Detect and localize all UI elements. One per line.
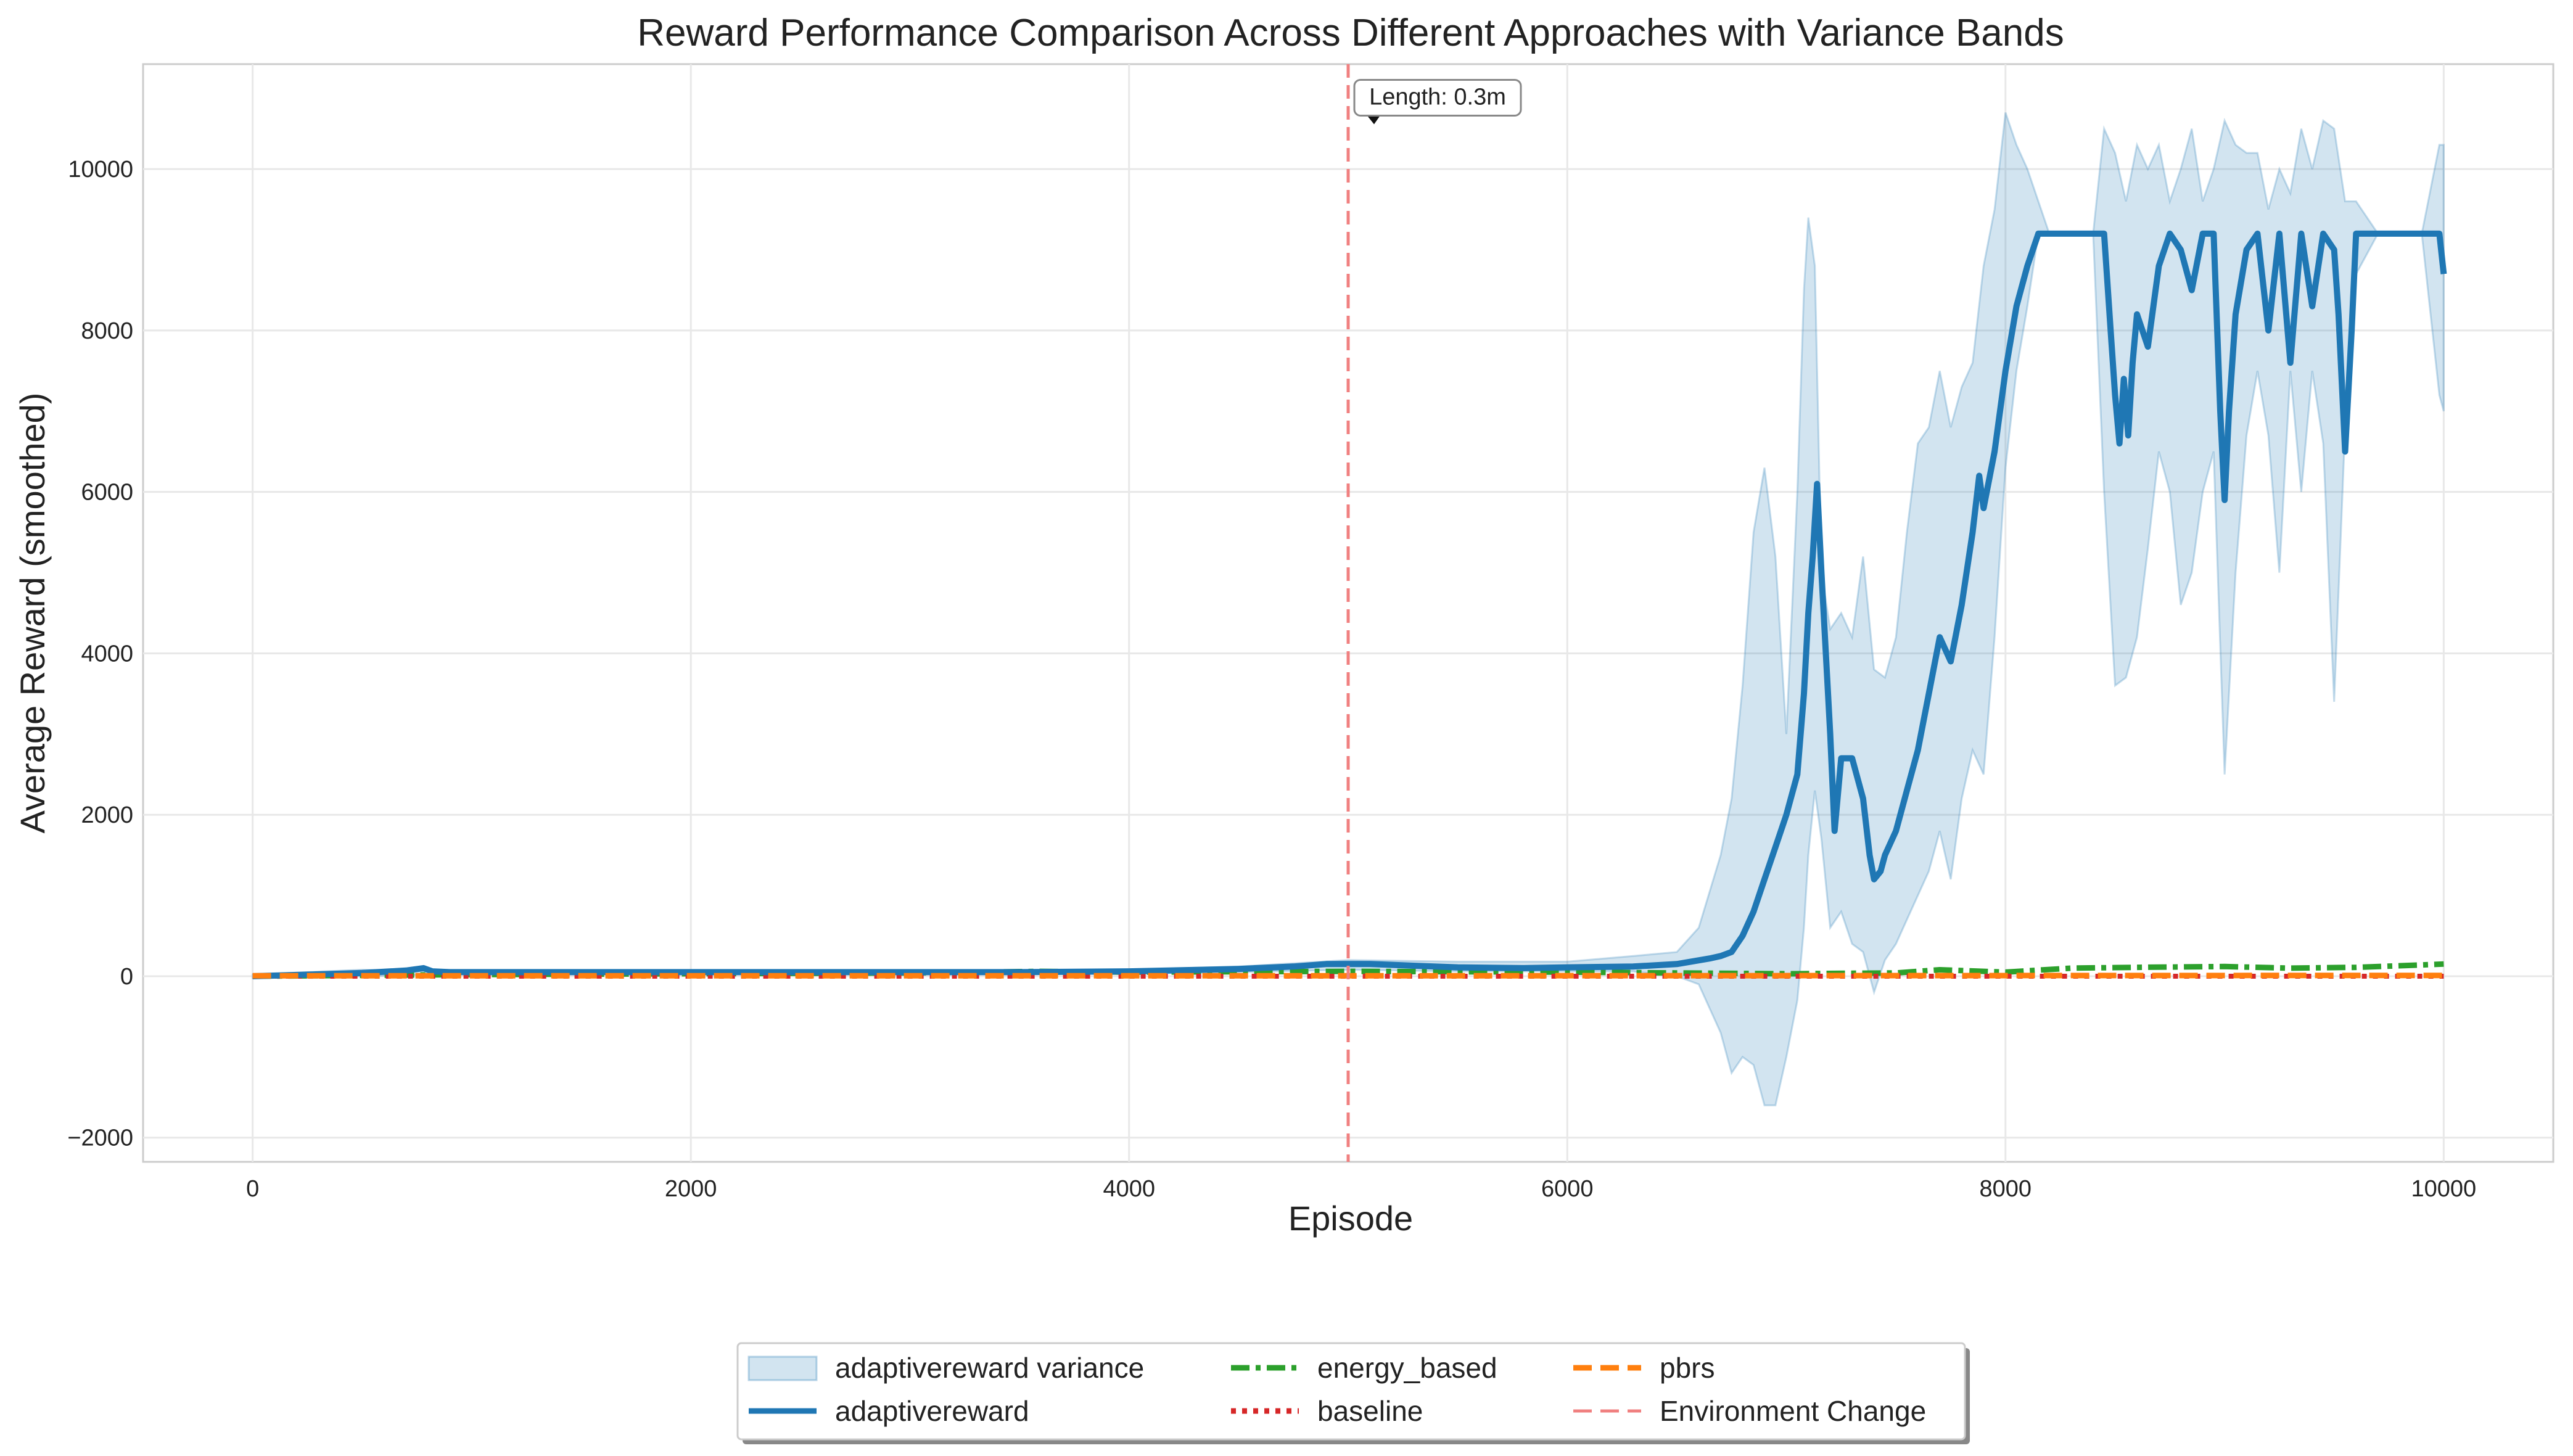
- x-tick-label: 6000: [1541, 1176, 1594, 1202]
- adaptivereward-line: [252, 230, 2447, 979]
- chart-title: Reward Performance Comparison Across Dif…: [637, 12, 2064, 54]
- x-tick-label: 10000: [2411, 1176, 2477, 1202]
- y-tick-label: 10000: [68, 157, 133, 183]
- x-tick-label: 2000: [665, 1176, 717, 1202]
- legend-label-adaptivereward-variance: adaptivereward variance: [835, 1352, 1144, 1384]
- legend-label-environment-change: Environment Change: [1660, 1395, 1926, 1427]
- y-axis-label: Average Reward (smoothed): [13, 393, 52, 834]
- x-tick-label: 8000: [1980, 1176, 2032, 1202]
- adaptivereward-variance-band: [252, 112, 2445, 1106]
- legend-label-baseline: baseline: [1317, 1395, 1423, 1427]
- annotation-box: [1353, 78, 1522, 117]
- legend-swatch-adaptivereward-variance: [747, 1355, 818, 1381]
- legend: adaptivereward variance adaptivereward ene…: [736, 1342, 1970, 1444]
- annotation-text: Length: 0.3m: [1369, 84, 1506, 110]
- variance-bands: [252, 112, 2445, 1106]
- annotations: Length: 0.3m: [1353, 78, 1522, 125]
- y-tick-label: 4000: [81, 641, 133, 667]
- x-tick-label: 0: [246, 1176, 259, 1202]
- plot-area: Length: 0.3m: [142, 63, 2554, 1163]
- legend-label-energy-based: energy_based: [1317, 1352, 1497, 1384]
- x-tick-label: 4000: [1103, 1176, 1155, 1202]
- y-tick-label: 2000: [81, 802, 133, 828]
- x-axis-label: Episode: [1288, 1199, 1413, 1238]
- legend-label-adaptivereward: adaptivereward: [835, 1395, 1029, 1427]
- legend-label-pbrs: pbrs: [1660, 1352, 1715, 1384]
- axis-ticks: 0 2000 4000 6000 8000 10000 −2000 0 2000 4000 6000…: [67, 157, 2476, 1202]
- y-tick-label: 8000: [81, 318, 133, 344]
- y-tick-label: 6000: [81, 480, 133, 506]
- y-tick-label: −2000: [67, 1125, 133, 1151]
- legend-box: [736, 1342, 1966, 1441]
- y-tick-label: 0: [120, 964, 133, 990]
